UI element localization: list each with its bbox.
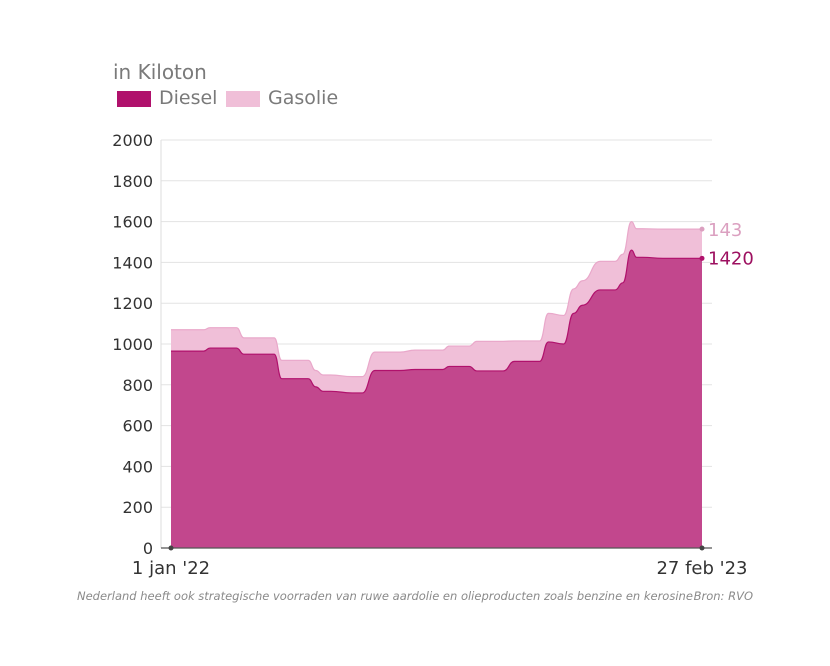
y-axis-ticks: 0 200 400 600 800 1000 1200 1400 1600 1800 2000 <box>112 131 153 558</box>
y-tick-label: 1600 <box>112 213 153 232</box>
end-label-diesel: 1420 <box>708 248 754 269</box>
area-gasolie <box>171 221 702 393</box>
legend-swatch-diesel <box>117 91 151 107</box>
x-tick-label: 27 feb '23 <box>656 558 747 579</box>
footnote: Nederland heeft ook strategische voorrad… <box>77 589 693 603</box>
end-dot-diesel <box>699 255 705 261</box>
end-label-gasolie: 143 <box>708 220 742 241</box>
y-tick-label: 1200 <box>112 294 153 313</box>
source-label: Bron: RVO <box>694 589 753 603</box>
axes <box>160 140 712 549</box>
y-tick-label: 1800 <box>112 172 153 191</box>
y-tick-label: 0 <box>143 539 153 558</box>
x-tick-dot <box>168 545 174 551</box>
x-axis-ticks: 1 jan '22 27 feb '23 <box>132 545 748 579</box>
x-tick-dot <box>699 545 705 551</box>
plot-areas <box>170 220 702 548</box>
end-dot-gasolie <box>699 226 705 232</box>
legend-swatch-gasolie <box>226 91 260 107</box>
y-tick-label: 2000 <box>112 131 153 150</box>
y-tick-label: 800 <box>122 376 153 395</box>
area-diesel <box>171 250 702 548</box>
unit-label: in Kiloton <box>113 60 207 84</box>
legend: Diesel Gasolie <box>117 87 338 109</box>
line-diesel <box>171 249 702 394</box>
legend-label-gasolie: Gasolie <box>268 87 338 109</box>
y-tick-label: 600 <box>122 417 153 436</box>
y-tick-label: 1400 <box>112 253 153 272</box>
end-labels: 143 1420 <box>699 220 754 269</box>
y-tick-label: 200 <box>122 498 153 517</box>
x-tick-label: 1 jan '22 <box>132 558 210 579</box>
legend-label-diesel: Diesel <box>159 87 217 109</box>
y-tick-label: 1000 <box>112 335 153 354</box>
line-gasolie <box>170 220 702 378</box>
y-tick-label: 400 <box>122 457 153 476</box>
